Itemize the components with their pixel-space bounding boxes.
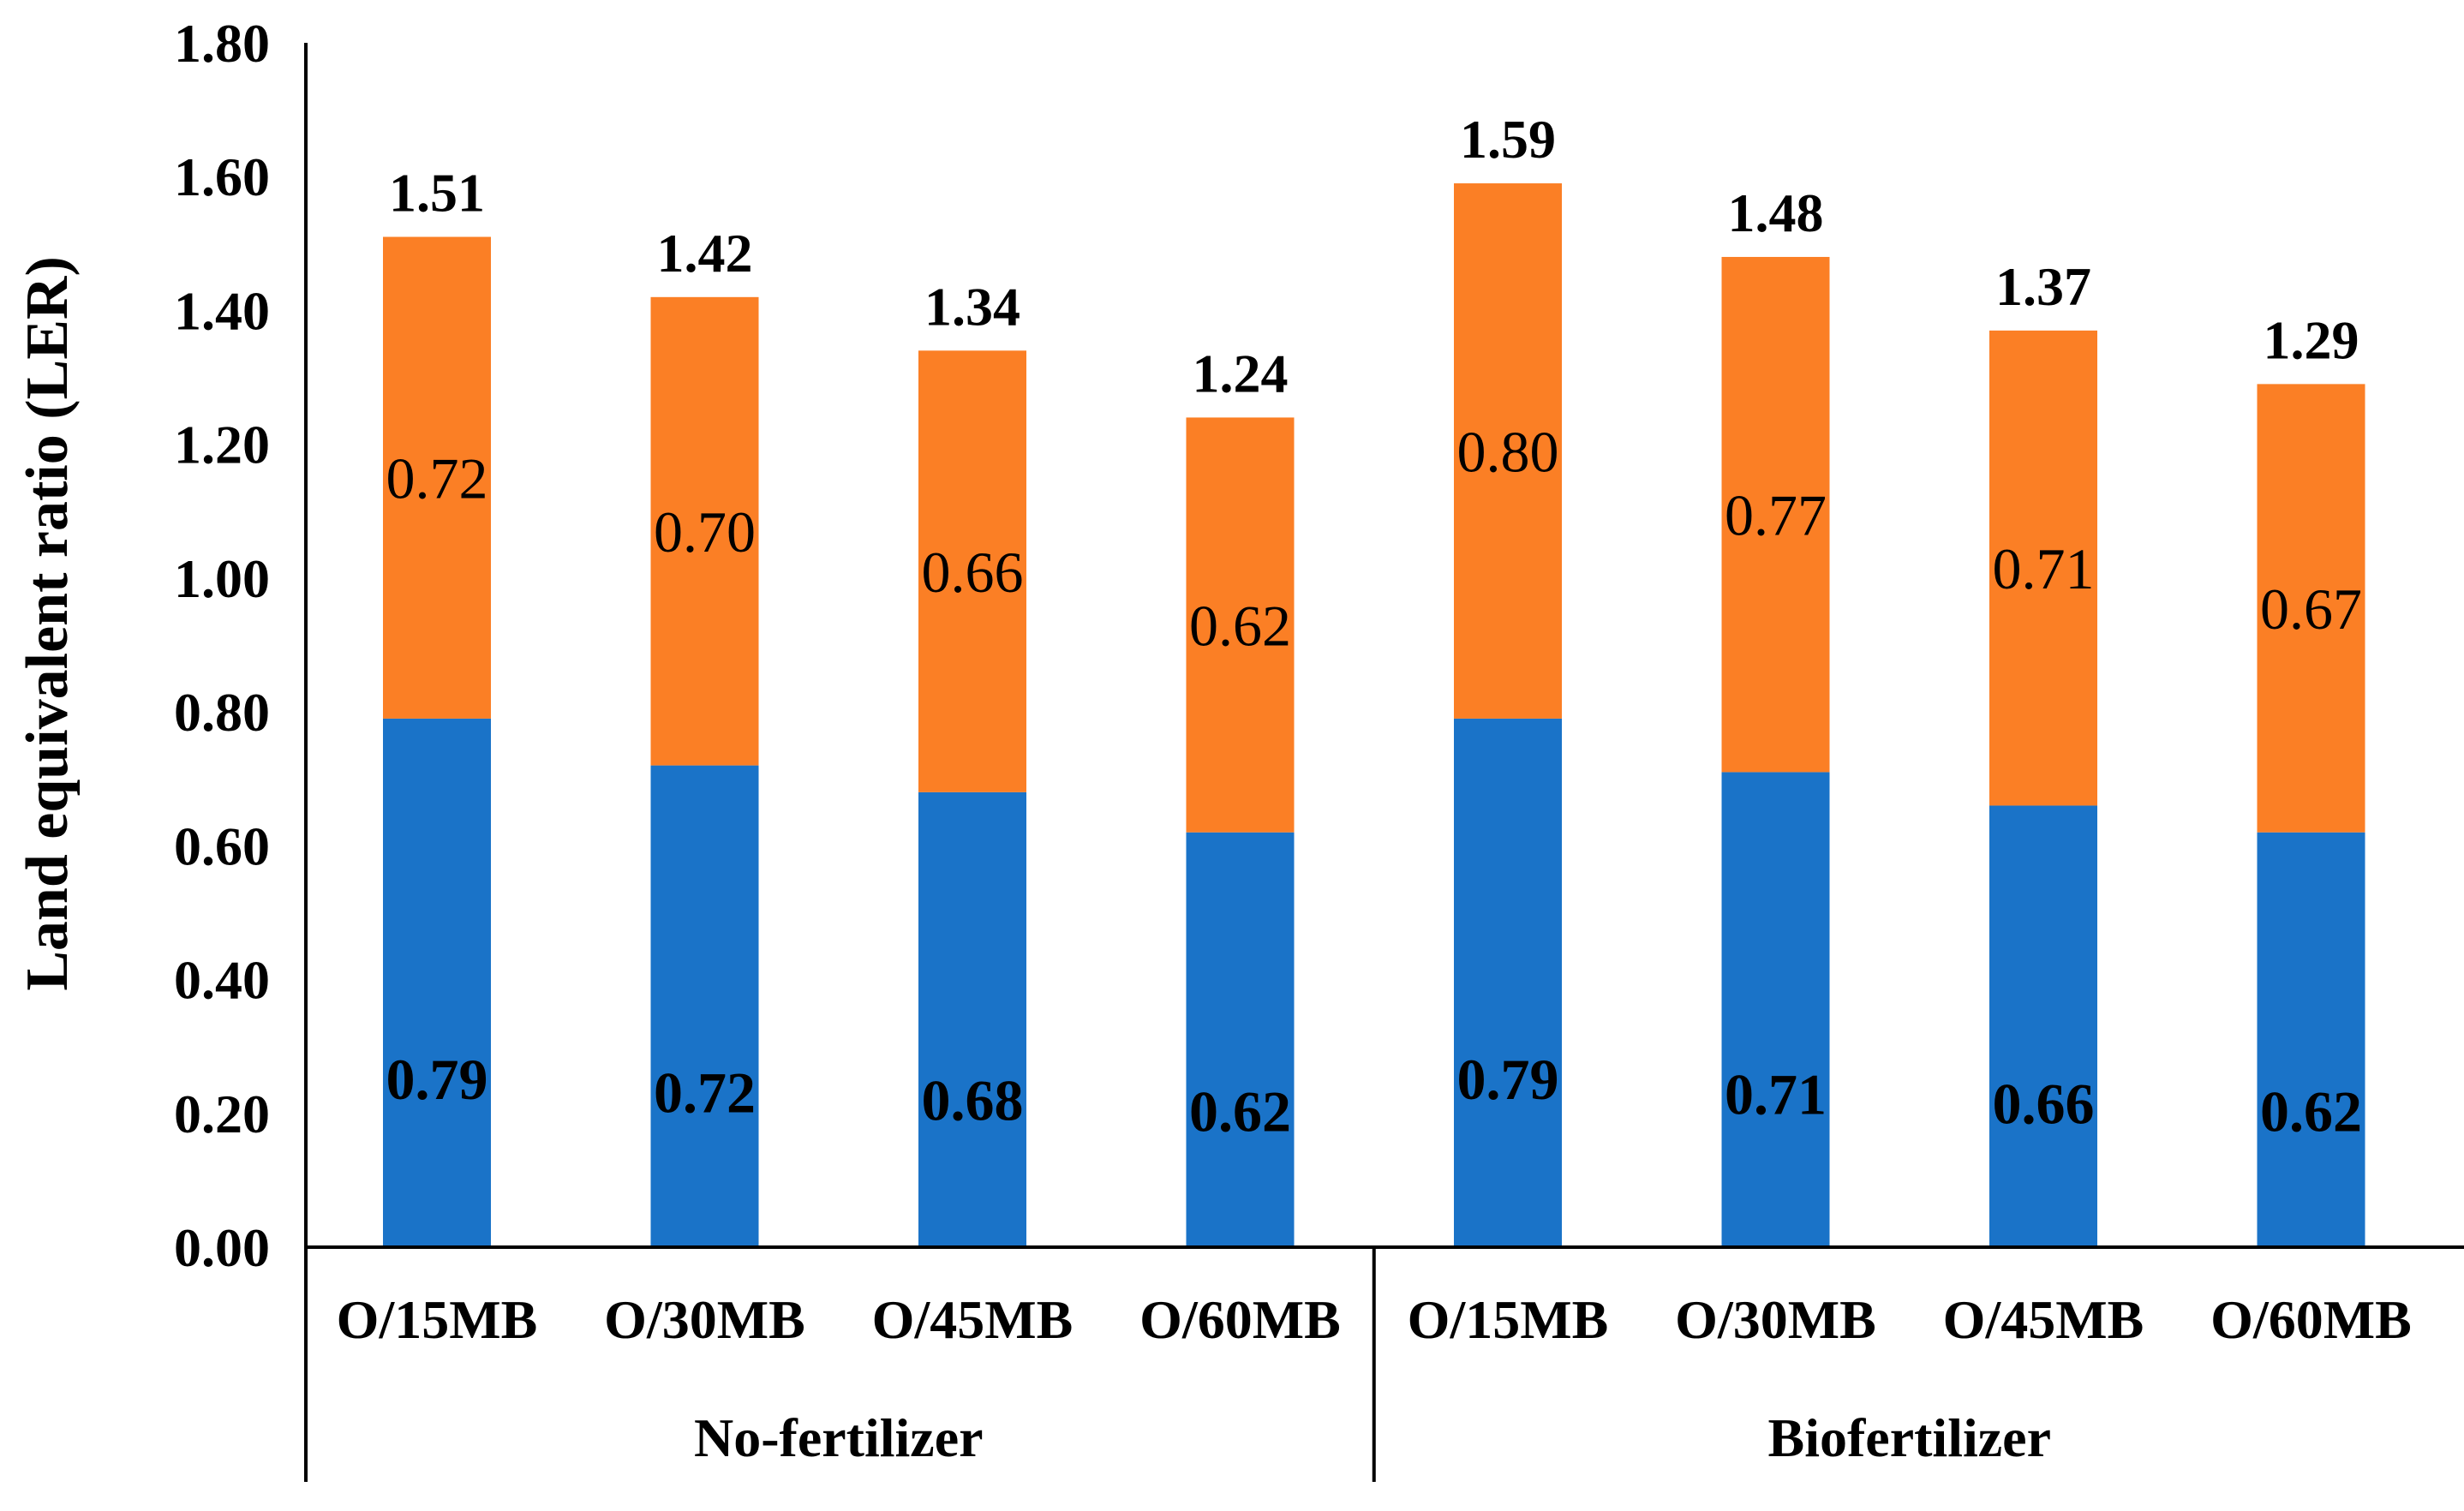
bar-segment-lower — [1454, 718, 1562, 1247]
y-tick-label: 0.60 — [174, 815, 270, 876]
bar-segment-upper — [2257, 384, 2365, 833]
bar-total-label: 1.59 — [1460, 109, 1556, 170]
y-tick-label: 1.00 — [174, 548, 270, 609]
bar-segment-label-lower: 0.62 — [1189, 1078, 1291, 1144]
y-tick-label: 1.20 — [174, 415, 270, 475]
bar-total-label: 1.34 — [924, 276, 1020, 337]
bar-total-label: 1.42 — [657, 223, 753, 284]
bar-segment-upper — [1186, 417, 1295, 833]
bar-segment-lower — [918, 791, 1026, 1247]
x-category-label: O/60MB — [2210, 1289, 2412, 1350]
bar-total-label: 1.37 — [1995, 256, 2091, 317]
bar-segment-upper — [1721, 256, 1830, 773]
y-tick-label: 1.40 — [174, 280, 270, 341]
y-tick-label: 0.20 — [174, 1084, 270, 1144]
bar-total-label: 1.48 — [1728, 182, 1824, 243]
bar-segment-label-upper: 0.66 — [922, 540, 1024, 605]
bar-segment-label-upper: 0.77 — [1725, 483, 1827, 548]
bar-segment-label-upper: 0.67 — [2260, 576, 2362, 642]
y-tick-label: 0.80 — [174, 682, 270, 743]
x-category-label: O/15MB — [1408, 1289, 1609, 1350]
bar-total-label: 1.29 — [2264, 309, 2359, 370]
bar-segment-label-lower: 0.79 — [1457, 1047, 1559, 1112]
y-tick-label: 0.40 — [174, 950, 270, 1011]
bar-segment-lower — [1721, 772, 1830, 1247]
bar-segment-label-upper: 0.80 — [1457, 419, 1559, 484]
bar-segment-upper — [1989, 330, 2097, 806]
x-group-label: No-fertilizer — [694, 1407, 984, 1468]
x-category-label: O/45MB — [872, 1289, 1074, 1350]
x-category-label: O/45MB — [1943, 1289, 2144, 1350]
bar-segment-upper — [918, 350, 1026, 792]
bar-total-label: 1.24 — [1193, 343, 1289, 403]
bar-segment-lower — [1186, 832, 1295, 1247]
bar-segment-label-lower: 0.62 — [2260, 1078, 2362, 1144]
bar-segment-label-lower: 0.79 — [386, 1047, 488, 1112]
bar-segment-upper — [1454, 183, 1562, 719]
bar-segment-label-upper: 0.72 — [386, 446, 488, 511]
y-tick-label: 0.00 — [174, 1217, 270, 1278]
bar-segment-label-lower: 0.71 — [1725, 1062, 1827, 1127]
bar-segment-lower — [1989, 805, 2097, 1247]
bar-segment-label-upper: 0.70 — [654, 499, 756, 564]
bar-segment-label-upper: 0.71 — [1993, 536, 2095, 601]
bar-segment-lower — [2257, 832, 2365, 1247]
x-group-label: Biofertilizer — [1768, 1407, 2051, 1468]
bar-segment-label-lower: 0.66 — [1993, 1072, 2095, 1137]
bar-segment-label-upper: 0.62 — [1189, 594, 1291, 659]
y-axis-title: Land equivalent ratio (LER) — [15, 256, 81, 991]
bar-segment-upper — [383, 236, 491, 719]
bar-segment-upper — [650, 296, 759, 766]
bar-total-label: 1.51 — [389, 163, 485, 224]
bar-segment-label-lower: 0.68 — [922, 1067, 1024, 1132]
x-category-label: O/30MB — [1675, 1289, 1876, 1350]
x-category-label: O/30MB — [604, 1289, 805, 1350]
bar-segment-lower — [650, 765, 759, 1247]
x-category-label: O/15MB — [337, 1289, 538, 1350]
bar-segment-label-lower: 0.72 — [654, 1060, 756, 1126]
x-category-label: O/60MB — [1139, 1289, 1341, 1350]
y-tick-label: 1.60 — [174, 146, 270, 207]
y-tick-label: 1.80 — [174, 13, 270, 74]
bar-segment-lower — [383, 718, 491, 1247]
